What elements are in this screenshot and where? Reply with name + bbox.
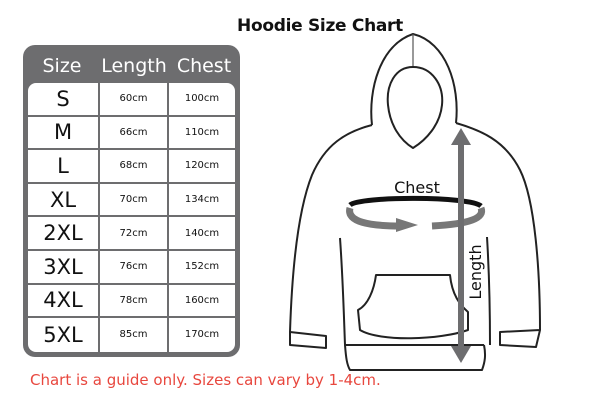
- table-row: 3XL 76cm 152cm: [28, 250, 235, 285]
- length-cell: 70cm: [100, 183, 169, 216]
- chest-cell: 100cm: [184, 93, 220, 105]
- length-cell: 68cm: [100, 150, 169, 182]
- length-cell: 60cm: [100, 83, 169, 115]
- chest-cell: 120cm: [184, 160, 220, 172]
- disclaimer-note: Chart is a guide only. Sizes can vary by…: [30, 371, 381, 389]
- size-cell: 2XL: [28, 217, 100, 249]
- length-cell: 72cm: [100, 217, 169, 249]
- length-cell: 85cm: [100, 318, 169, 352]
- table-row: 4XL 78cm 160cm: [28, 284, 235, 319]
- chest-cell: 152cm: [184, 261, 220, 273]
- table-body: S 60cm 100cm M 66cm 110cm L 68cm 120cm XL 70cm 134c…: [28, 83, 235, 352]
- table-row: XL 70cm 134cm: [28, 183, 235, 218]
- length-cell: 66cm: [100, 116, 169, 149]
- chest-cell: 134cm: [184, 194, 220, 206]
- page-title: Hoodie Size Chart: [237, 16, 403, 36]
- chest-cell: 140cm: [184, 227, 220, 239]
- header-length: Length: [101, 55, 167, 77]
- size-cell: L: [28, 150, 100, 182]
- length-cell: 76cm: [100, 250, 169, 283]
- chest-arrowhead: [396, 218, 418, 232]
- size-cell: 5XL: [28, 318, 100, 352]
- size-table: Size Length Chest S 60cm 100cm M 66cm 110cm L 6…: [23, 45, 240, 357]
- length-cell: 78cm: [100, 284, 169, 317]
- chest-band: [348, 195, 483, 209]
- chest-arrow-right: [431, 206, 486, 230]
- table-row: M 66cm 110cm: [28, 116, 235, 151]
- size-cell: 3XL: [28, 250, 100, 283]
- chest-arrow-left: [346, 207, 401, 230]
- header-size: Size: [42, 55, 82, 77]
- size-cell: M: [28, 116, 100, 149]
- header-chest: Chest: [176, 55, 232, 77]
- table-row: S 60cm 100cm: [28, 83, 235, 117]
- length-arrowhead-top: [451, 128, 471, 145]
- table-row: 2XL 72cm 140cm: [28, 217, 235, 251]
- chest-cell: 160cm: [184, 294, 220, 306]
- length-arrowhead-bottom: [451, 346, 471, 363]
- size-cell: XL: [28, 183, 100, 216]
- chest-cell: 170cm: [184, 329, 220, 341]
- chest-label: Chest: [394, 178, 440, 197]
- table-row: L 68cm 120cm: [28, 150, 235, 184]
- chest-cell: 110cm: [184, 126, 220, 138]
- size-cell: S: [28, 83, 100, 115]
- table-row: 5XL 85cm 170cm: [28, 318, 235, 352]
- size-cell: 4XL: [28, 284, 100, 317]
- length-label: Length: [466, 244, 485, 299]
- hoodie-outline: [289, 33, 541, 371]
